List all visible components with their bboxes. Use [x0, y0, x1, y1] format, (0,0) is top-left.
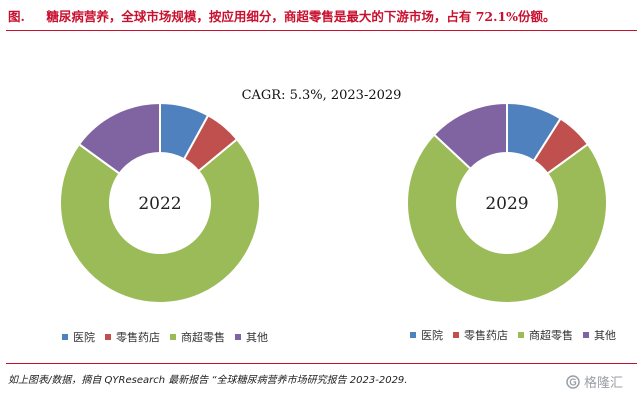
legend-item-1: 零售药店	[453, 327, 508, 343]
donut-chart-2029: 2029	[406, 101, 608, 304]
donut-chart-2022: 2022	[59, 101, 261, 304]
legend-label: 零售药店	[464, 329, 508, 342]
legend-swatch	[235, 334, 241, 340]
legend-item-3: 其他	[235, 329, 268, 345]
legend-swatch	[105, 334, 111, 340]
watermark: 格隆汇	[566, 372, 623, 391]
legend-swatch	[170, 334, 176, 340]
cagr-label: CAGR: 5.3%, 2023-2029	[241, 88, 402, 103]
legend-swatch	[453, 332, 459, 338]
watermark-text: 格隆汇	[584, 376, 624, 391]
legend-label: 其他	[246, 331, 268, 344]
legend-label: 医院	[421, 329, 443, 342]
bottom-divider	[6, 363, 637, 364]
legend-swatch	[410, 332, 416, 338]
source-note: 如上图表/数据，摘自 QYResearch 最新报告 “全球糖尿病营养市场研究报…	[8, 375, 408, 386]
slice-2029-3	[432, 101, 508, 171]
legend-item-0: 医院	[62, 329, 95, 345]
legend-2022: 医院 零售药店 商超零售 其他	[62, 329, 268, 345]
figure-title-text: 糖尿病营养，全球市场规模，按应用细分，商超零售是最大的下游市场，占有 72.1%…	[46, 9, 556, 24]
legend-label: 其他	[594, 329, 616, 342]
legend-label: 医院	[73, 331, 95, 344]
legend-2029: 医院 零售药店 商超零售 其他	[410, 327, 616, 343]
figure-title: 图. 糖尿病营养，全球市场规模，按应用细分，商超零售是最大的下游市场，占有 72…	[8, 6, 638, 26]
legend-item-3: 其他	[583, 327, 616, 343]
legend-label: 商超零售	[181, 331, 225, 344]
legend-swatch	[583, 332, 589, 338]
slice-2022-2	[59, 137, 261, 304]
legend-item-1: 零售药店	[105, 329, 160, 345]
legend-label: 商超零售	[529, 329, 573, 342]
top-divider	[6, 30, 637, 31]
center-label-2022: 2022	[138, 194, 181, 214]
legend-item-2: 商超零售	[170, 329, 225, 345]
legend-swatch	[518, 332, 524, 338]
slice-2022-3	[77, 101, 161, 176]
slice-2029-2	[406, 133, 608, 304]
figure-label: 图.	[8, 9, 25, 24]
legend-item-0: 医院	[410, 327, 443, 343]
legend-label: 零售药店	[116, 331, 160, 344]
center-label-2029: 2029	[485, 194, 528, 214]
legend-item-2: 商超零售	[518, 327, 573, 343]
gelonghui-logo-icon	[566, 374, 580, 389]
legend-swatch	[62, 334, 68, 340]
